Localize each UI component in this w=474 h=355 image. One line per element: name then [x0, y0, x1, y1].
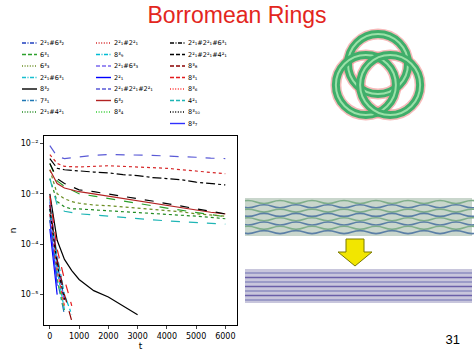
svg-text:8³₁: 8³₁	[188, 74, 198, 82]
svg-text:n: n	[8, 228, 18, 234]
svg-text:1000: 1000	[69, 332, 89, 341]
svg-text:8³₁₀: 8³₁₀	[188, 108, 200, 116]
svg-text:8³₇: 8³₇	[188, 120, 198, 128]
svg-text:2²₁#2²₁#6³₁: 2²₁#2²₁#6³₁	[188, 39, 227, 47]
svg-text:2²₁#2²₁#4²₁: 2²₁#2²₁#4²₁	[188, 51, 227, 59]
svg-text:8³₄: 8³₄	[114, 108, 124, 116]
svg-text:10⁻³: 10⁻³	[21, 190, 39, 199]
svg-text:10⁻²: 10⁻²	[21, 139, 39, 148]
svg-text:0: 0	[47, 332, 52, 341]
svg-text:2000: 2000	[98, 332, 118, 341]
svg-text:4²₁: 4²₁	[188, 97, 198, 105]
svg-text:6000: 6000	[215, 332, 235, 341]
svg-text:2²₁#6³₃: 2²₁#6³₃	[114, 62, 139, 70]
html-text:Borromean Rings: Borromean Rings	[147, 2, 327, 28]
svg-text:8³₉: 8³₉	[114, 51, 124, 59]
svg-text:5000: 5000	[186, 332, 206, 341]
svg-text:8³₂: 8³₂	[40, 85, 50, 93]
svg-text:7³₁: 7³₁	[40, 97, 50, 105]
svg-text:t: t	[139, 341, 143, 351]
svg-text:2²₁#6³₂: 2²₁#6³₂	[40, 39, 65, 47]
svg-text:2²₁: 2²₁	[114, 74, 124, 82]
svg-text:2²₁#2²₁: 2²₁#2²₁	[114, 39, 139, 47]
svg-text:3000: 3000	[127, 332, 147, 341]
svg-text:8³₈: 8³₈	[188, 62, 198, 70]
svg-text:6³₂: 6³₂	[114, 97, 124, 105]
svg-text:6³₃: 6³₃	[40, 62, 50, 70]
html-text:31: 31	[445, 332, 460, 347]
svg-text:10⁻⁵: 10⁻⁵	[21, 290, 39, 299]
svg-text:2²₁#4²₁: 2²₁#4²₁	[40, 108, 65, 116]
svg-text:8³₆: 8³₆	[188, 85, 198, 93]
svg-text:4000: 4000	[157, 332, 177, 341]
svg-text:2²₁#6³₁: 2²₁#6³₁	[40, 74, 65, 82]
svg-text:10⁻⁴: 10⁻⁴	[21, 240, 39, 249]
svg-text:2²₁#2²₁#2²₁: 2²₁#2²₁#2²₁	[114, 85, 153, 93]
svg-text:6³₁: 6³₁	[40, 51, 50, 59]
